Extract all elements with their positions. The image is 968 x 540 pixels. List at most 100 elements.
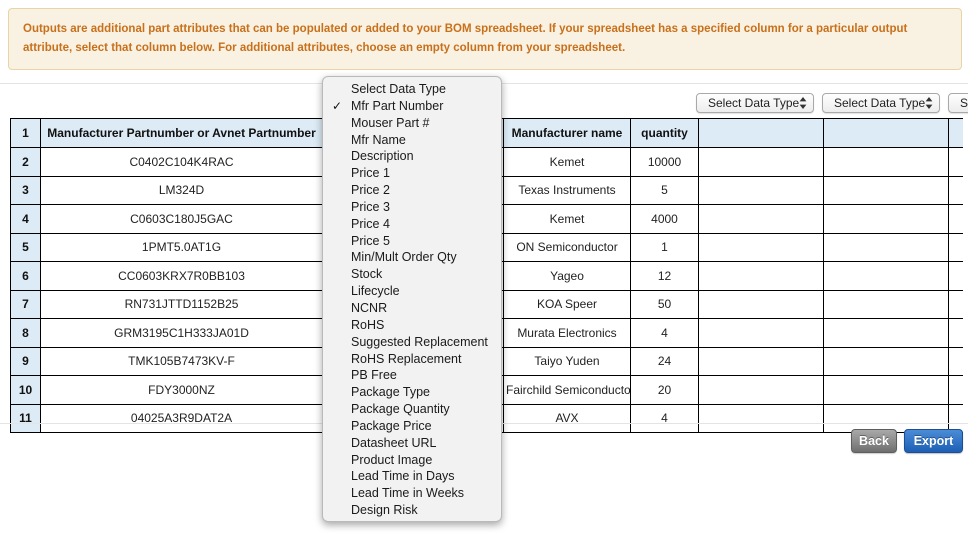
cell-manufacturer: Fairchild Semiconductor bbox=[503, 375, 631, 405]
menu-item[interactable]: RoHS bbox=[323, 317, 501, 334]
column-data-type-select[interactable]: Select Data Type bbox=[696, 93, 814, 113]
menu-item[interactable]: Mouser Part # bbox=[323, 115, 501, 132]
back-button[interactable]: Back bbox=[851, 429, 897, 453]
cell-empty bbox=[698, 147, 824, 177]
cell-quantity: 5 bbox=[630, 175, 699, 205]
menu-item[interactable]: Lifecycle bbox=[323, 283, 501, 300]
header-quantity: quantity bbox=[630, 118, 699, 148]
menu-item[interactable]: Design Risk bbox=[323, 502, 501, 519]
cell-empty bbox=[698, 175, 824, 205]
menu-item-label: Select Data Type bbox=[351, 82, 446, 96]
menu-item-label: Price 5 bbox=[351, 233, 390, 248]
cell-empty bbox=[698, 346, 824, 376]
cell-quantity: 50 bbox=[630, 289, 699, 319]
cell-manufacturer: Kemet bbox=[503, 204, 631, 234]
menu-item[interactable]: Min/Mult Order Qty bbox=[323, 249, 501, 266]
cell-row-number: 10 bbox=[10, 375, 41, 405]
menu-item-label: Price 4 bbox=[351, 216, 390, 231]
menu-item[interactable]: Lead Time in Days bbox=[323, 468, 501, 485]
cell-manufacturer: Texas Instruments bbox=[503, 175, 631, 205]
menu-item[interactable]: Package Type bbox=[323, 384, 501, 401]
cell-part-number: TMK105B7473KV-F bbox=[40, 346, 323, 376]
cell-empty bbox=[948, 261, 963, 291]
menu-item[interactable]: Package Price bbox=[323, 418, 501, 435]
cell-empty bbox=[698, 261, 824, 291]
column-data-type-select[interactable]: Select Data Type bbox=[948, 93, 968, 113]
cell-empty bbox=[948, 375, 963, 405]
menu-item-label: RoHS bbox=[351, 317, 385, 332]
menu-item[interactable]: Datasheet URL bbox=[323, 435, 501, 452]
cell-manufacturer: Taiyo Yuden bbox=[503, 346, 631, 376]
cell-empty bbox=[698, 318, 824, 348]
menu-item-label: PB Free bbox=[351, 368, 397, 383]
cell-quantity: 20 bbox=[630, 375, 699, 405]
menu-item[interactable]: Mfr Name bbox=[323, 132, 501, 149]
menu-item[interactable]: Package Quantity bbox=[323, 401, 501, 418]
cell-part-number: 04025A3R9DAT2A bbox=[40, 403, 323, 433]
cell-quantity: 1 bbox=[630, 232, 699, 262]
cell-row-number: 2 bbox=[10, 147, 41, 177]
cell-quantity: 12 bbox=[630, 261, 699, 291]
cell-quantity: 4 bbox=[630, 403, 699, 433]
header-empty bbox=[698, 118, 824, 148]
cell-quantity: 4000 bbox=[630, 204, 699, 234]
cell-empty bbox=[948, 175, 963, 205]
menu-item[interactable]: Price 4 bbox=[323, 216, 501, 233]
cell-part-number: C0402C104K4RAC bbox=[40, 147, 323, 177]
menu-item-label: Package Quantity bbox=[351, 402, 450, 417]
menu-item[interactable]: ✓ Mfr Part Number bbox=[323, 98, 501, 115]
menu-item[interactable]: Price 5 bbox=[323, 233, 501, 250]
cell-row-number: 7 bbox=[10, 289, 41, 319]
menu-item[interactable]: Price 2 bbox=[323, 182, 501, 199]
menu-item-label: Stock bbox=[351, 267, 383, 282]
select-label: Select Data Type bbox=[708, 96, 799, 110]
cell-empty bbox=[698, 232, 824, 262]
cell-manufacturer: AVX bbox=[503, 403, 631, 433]
menu-item-label: Min/Mult Order Qty bbox=[351, 250, 457, 265]
menu-item[interactable]: NCNR bbox=[323, 300, 501, 317]
menu-item[interactable]: RoHS Replacement bbox=[323, 351, 501, 368]
menu-item[interactable]: Stock bbox=[323, 266, 501, 283]
menu-item[interactable]: Price 1 bbox=[323, 165, 501, 182]
cell-quantity: 4 bbox=[630, 318, 699, 348]
updown-arrows-icon bbox=[799, 97, 807, 109]
cell-empty bbox=[823, 204, 949, 234]
cell-empty bbox=[823, 375, 949, 405]
banner-text: Outputs are additional part attributes t… bbox=[23, 23, 908, 54]
menu-item[interactable]: PB Free bbox=[323, 367, 501, 384]
menu-item[interactable]: Product Image bbox=[323, 452, 501, 469]
menu-item-label: Price 1 bbox=[351, 166, 390, 181]
menu-item[interactable]: Description bbox=[323, 148, 501, 165]
cell-empty bbox=[948, 346, 963, 376]
menu-item-label: RoHS Replacement bbox=[351, 351, 462, 366]
select-label: Select Data Type bbox=[960, 96, 968, 110]
menu-item-label: Description bbox=[351, 149, 414, 164]
menu-item-label: Lifecycle bbox=[351, 284, 400, 299]
cell-empty bbox=[823, 175, 949, 205]
cell-empty bbox=[948, 318, 963, 348]
cell-row-number: 5 bbox=[10, 232, 41, 262]
header-manufacturer: Manufacturer name bbox=[503, 118, 631, 148]
menu-item[interactable]: Price 3 bbox=[323, 199, 501, 216]
cell-row-number: 11 bbox=[10, 403, 41, 433]
menu-item[interactable]: Suggested Replacement bbox=[323, 334, 501, 351]
cell-part-number: RN731JTTD1152B25 bbox=[40, 289, 323, 319]
cell-empty bbox=[948, 289, 963, 319]
cell-empty bbox=[698, 204, 824, 234]
column-select-row: Select Data Type Select Data Type Select D… bbox=[0, 93, 968, 114]
menu-item[interactable]: Lead Time in Weeks bbox=[323, 485, 501, 502]
cell-quantity: 10000 bbox=[630, 147, 699, 177]
cell-empty bbox=[948, 204, 963, 234]
cell-empty bbox=[698, 289, 824, 319]
menu-item-label: Design Risk bbox=[351, 503, 418, 518]
header-empty bbox=[823, 118, 949, 148]
cell-part-number: GRM3195C1H333JA01D bbox=[40, 318, 323, 348]
menu-item[interactable]: Select Data Type bbox=[323, 81, 501, 98]
cell-empty bbox=[698, 403, 824, 433]
cell-part-number: LM324D bbox=[40, 175, 323, 205]
export-button[interactable]: Export bbox=[904, 429, 963, 453]
cell-empty bbox=[823, 232, 949, 262]
cell-row-number: 4 bbox=[10, 204, 41, 234]
menu-item-label: Mouser Part # bbox=[351, 115, 430, 130]
column-data-type-select[interactable]: Select Data Type bbox=[822, 93, 940, 113]
